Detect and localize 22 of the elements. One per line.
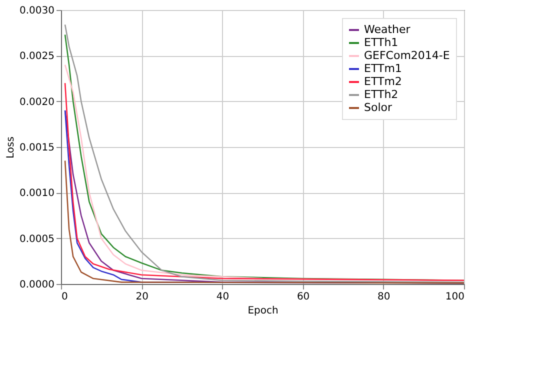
y-tick-label: 0.0020	[20, 96, 54, 108]
y-tick-label: 0.0010	[20, 188, 54, 200]
y-tick-label: 0.0005	[20, 234, 54, 245]
x-tick-label: 40	[216, 292, 230, 302]
x-tick-label: 20	[136, 292, 148, 302]
x-axis-title: Epoch	[248, 306, 278, 316]
y-tick-label: 0.0030	[20, 6, 54, 16]
y-tick-label: 0.0025	[20, 51, 54, 62]
y-tick-label: 0.0000	[20, 280, 54, 290]
legend-label: ETTm2	[364, 75, 402, 88]
x-tick-label: 0	[62, 292, 68, 302]
legend-label: Solor	[364, 101, 392, 114]
legend-label: GEFCom2014-E	[364, 49, 450, 62]
x-tick-label: 60	[296, 292, 310, 302]
y-tick-label: 0.0015	[20, 142, 54, 154]
x-tick-label: 100	[445, 292, 464, 302]
legend-label: ETTh2	[364, 88, 398, 101]
legend-label: ETTh1	[364, 36, 398, 49]
x-tick-label: 80	[378, 292, 390, 302]
y-axis-title: Loss	[6, 136, 17, 158]
legend-label: Weather	[364, 23, 411, 36]
legend-label: ETTm1	[364, 62, 402, 75]
